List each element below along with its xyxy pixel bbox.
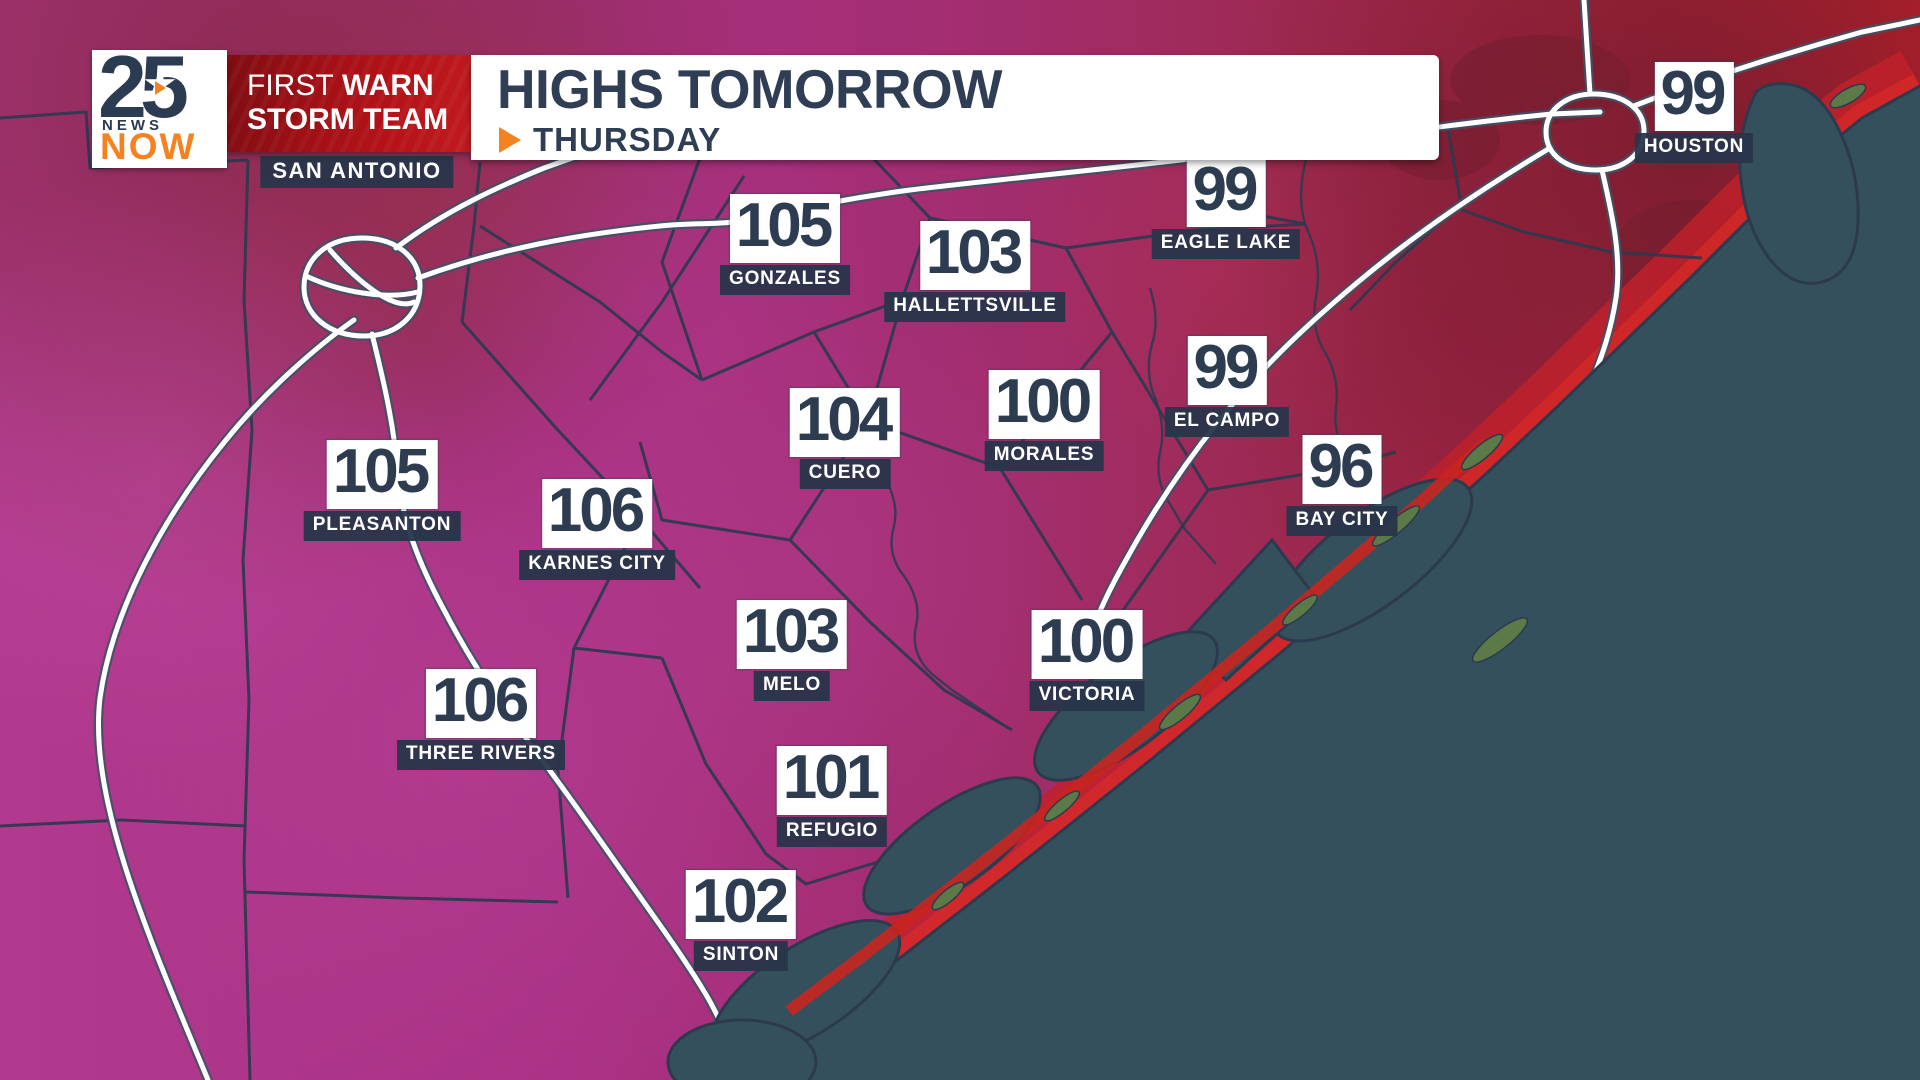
triangle-bullet-icon [499,127,521,153]
city-name: BAY CITY [1286,505,1398,536]
station-label: 99 EL CAMPO [1164,336,1290,437]
barrier-islands [785,438,1490,1016]
station-label: 101 REFUGIO [776,746,888,847]
city-name: PLEASANTON [303,510,461,541]
city-name: THREE RIVERS [396,739,566,770]
banner-line1: FIRST WARN [247,69,434,102]
station-label: 103 HALLETTSVILLE [884,221,1066,322]
temp-value: 105 [326,440,438,509]
station-label: 96 BAY CITY [1286,435,1398,536]
island-vegetation [931,83,1867,911]
gulf-water [740,86,1920,1080]
subtitle-day: THURSDAY [533,121,722,158]
logo-news-text: NEWS [102,117,163,134]
page-title: HIGHS TOMORROW [497,58,1002,120]
temp-value: 103 [919,221,1031,290]
temp-value: 100 [988,370,1100,439]
title-bar: HIGHS TOMORROW THURSDAY [471,55,1439,160]
temp-value: 104 [789,388,901,457]
logo-25: 25 [98,37,189,136]
city-name: MELO [753,670,831,701]
station-label: 103 MELO [736,600,848,701]
city-name: HALLETTSVILLE [884,291,1066,322]
city-name: REFUGIO [776,816,888,847]
station-label: 99 HOUSTON [1634,62,1754,163]
city-name: HOUSTON [1634,132,1754,163]
station-label: 100 VICTORIA [1029,610,1145,711]
city-name: EL CAMPO [1164,406,1290,437]
station-label: 106 THREE RIVERS [396,669,566,770]
station-logo: 25 ★ NEWS NOW [92,37,227,168]
region-label: SAN ANTONIO [260,156,454,189]
temp-value: 99 [1187,336,1267,405]
temp-value: 102 [685,870,797,939]
temp-value: 106 [425,669,537,738]
logo-now-text: NOW [100,126,197,167]
city-name: SINTON [693,940,789,971]
temp-value: 99 [1654,62,1734,131]
station-label: 104 CUERO [789,388,901,489]
temp-value: 103 [736,600,848,669]
city-name: EAGLE LAKE [1151,228,1301,259]
rivers [879,95,1371,729]
banner-line2: STORM TEAM [247,103,449,136]
station-label: 105 GONZALES [720,194,850,295]
station-label: 102 SINTON [685,870,797,971]
station-label: 99 EAGLE LAKE [1151,158,1301,259]
city-name: VICTORIA [1029,680,1145,711]
city-name: GONZALES [720,264,850,295]
temp-value: 100 [1031,610,1143,679]
station-label: 105 PLEASANTON [303,440,461,541]
temp-value: 105 [729,194,841,263]
station-label: 106 KARNES CITY [519,479,675,580]
bays [666,82,1860,1080]
temp-value: 99 [1186,158,1266,227]
city-name: KARNES CITY [519,549,675,580]
temp-value: 101 [776,746,888,815]
play-icon [155,81,166,95]
city-name: MORALES [984,440,1104,471]
temp-value: 96 [1302,435,1382,504]
temp-value: 106 [541,479,653,548]
station-label: 100 MORALES [984,370,1104,471]
storm-team-banner: FIRST WARN STORM TEAM [227,55,471,152]
city-name: CUERO [799,458,891,489]
